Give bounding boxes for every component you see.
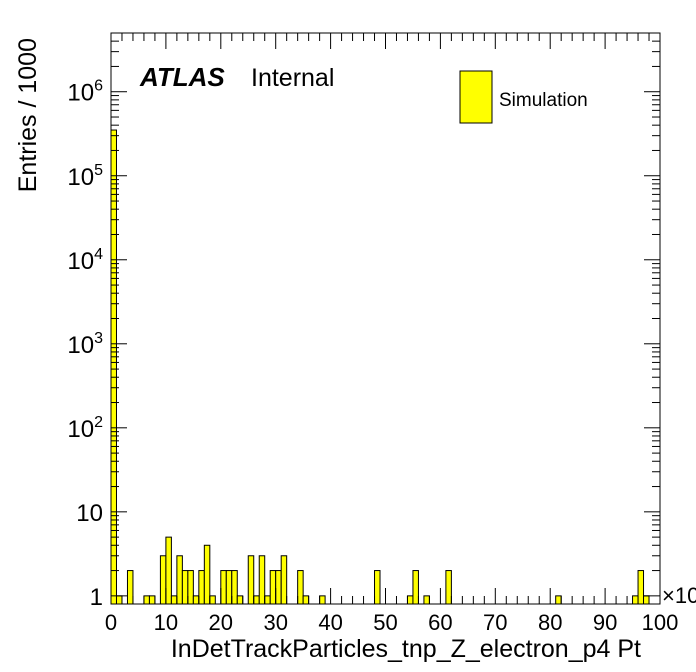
x-tick-label: 100 [642,610,679,635]
histogram-bar [632,595,639,605]
y-tick-label: 1 [90,584,103,611]
y-tick-label: 104 [67,246,103,275]
y-tick-label: 103 [67,330,103,359]
histogram-bar [319,595,326,605]
histogram-bar [143,595,150,605]
histogram-bar [269,570,277,605]
axis-ticks [110,32,661,604]
histogram-bar [181,570,189,605]
histogram-bar [176,555,183,605]
x-tick-label: 90 [593,610,617,635]
y-tick-labels: 1 10 102 103 104 105 106 [67,78,103,611]
x-tick-label: 20 [209,610,233,635]
histogram-bar [187,570,194,605]
legend: Simulation [459,70,588,124]
histogram-bar [209,595,216,605]
histogram-bar [253,595,260,605]
legend-swatch [459,70,493,124]
histogram-bar [126,570,134,605]
histogram-bars [110,129,650,605]
y-tick-label: 102 [67,414,103,443]
histogram-bar [220,570,227,605]
x-tick-label: 10 [154,610,178,635]
histogram-bar [280,555,288,605]
x-tick-label: 30 [263,610,287,635]
histogram-bar [406,595,414,605]
x-multiplier-label: ×103 [662,581,696,608]
atlas-label: ATLAS [139,62,225,92]
histogram-bar [247,555,255,605]
histogram-bar [192,595,200,605]
x-tick-label: 50 [373,610,397,635]
histogram-bar [264,595,271,605]
histogram-bar [225,570,233,605]
histogram-bar [445,570,452,605]
y-tick-label: 106 [67,78,103,107]
histogram-bar [258,555,266,605]
legend-label: Simulation [499,90,588,111]
x-tick-label: 80 [538,610,562,635]
x-tick-label: 60 [428,610,452,635]
y-tick-label: 10 [76,500,103,527]
histogram-bar [148,595,156,605]
histogram-bar [555,595,562,605]
histogram-bar [203,544,211,605]
histogram-bar [165,536,172,605]
y-axis-label: Entries / 1000 [14,38,42,192]
y-tick-label: 105 [67,162,103,191]
x-tick-label: 40 [318,610,342,635]
histogram-bar [423,595,430,605]
x-tick-labels: 0 10 20 30 40 50 60 70 80 90 100 [105,610,678,635]
histogram-bar [297,570,304,605]
histogram-bar [302,595,310,605]
plot-frame [110,32,661,605]
histogram-bar [170,595,178,605]
histogram-bar [198,570,205,605]
histogram-bar [637,570,645,605]
histogram-bar [374,570,381,605]
x-axis-label: InDetTrackParticles_tnp_Z_electron_p4 Pt [171,635,641,663]
internal-label: Internal [251,64,334,92]
histogram-bar [275,570,282,605]
histogram-bar [412,570,419,605]
x-tick-label: 70 [483,610,507,635]
histogram-bar [231,570,238,605]
histogram-bar [115,595,123,605]
histogram-bar [643,595,650,605]
histogram-bar [236,595,244,605]
histogram-bar [159,555,167,605]
x-tick-label: 0 [105,610,117,635]
